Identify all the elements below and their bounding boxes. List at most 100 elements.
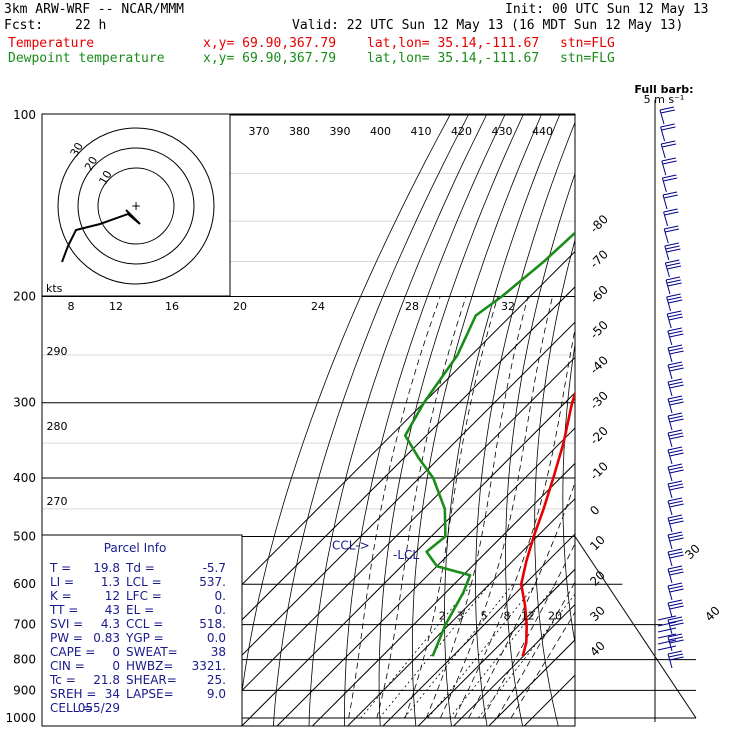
wind-barb-staff — [667, 636, 673, 652]
wind-barb-staff — [667, 432, 673, 448]
model-title: 3km ARW-WRF -- NCAR/MMM — [4, 2, 185, 17]
parcel-info-field: -5.7 — [203, 561, 226, 575]
theta-label: 410 — [411, 125, 432, 138]
hodograph-ring-label: 10 — [96, 168, 114, 187]
wind-barb-feather — [669, 486, 684, 491]
dry-adiabat — [475, 121, 575, 726]
parcel-info-field: PW = — [50, 631, 83, 645]
wind-barb-feather — [667, 514, 683, 519]
wind-barb-feather — [664, 228, 680, 233]
wind-barb-feather — [668, 398, 683, 403]
wind-barb-feather — [664, 242, 679, 247]
mixing-ratio-label: 2 — [439, 610, 446, 623]
parcel-info-field: CIN = — [50, 659, 85, 673]
wind-barb-feather — [668, 347, 683, 352]
wind-barb-feather — [666, 293, 681, 298]
isotherm-label: -30 — [587, 388, 611, 412]
speed-axis-label: 16 — [165, 300, 179, 313]
parcel-info-field: LCL = — [126, 575, 162, 589]
wind-barb-feather — [669, 571, 684, 576]
parcel-info-field: 0 — [112, 645, 120, 659]
isotherm-line — [311, 462, 575, 726]
theta-e-label: 290 — [47, 345, 68, 358]
wind-barb-feather — [668, 653, 683, 658]
wind-barb-feather — [664, 225, 679, 230]
wind-barb-staff — [666, 313, 672, 329]
pressure-tick-label: 100 — [13, 108, 36, 122]
wind-barb-feather — [657, 621, 677, 627]
wind-barb-feather — [666, 265, 682, 270]
pressure-tick-label: 200 — [13, 290, 36, 304]
dry-adiabat — [562, 341, 575, 646]
wind-barb-feather — [668, 364, 683, 369]
parcel-info-field: SREH = — [50, 687, 96, 701]
isotherm-label: -20 — [587, 424, 611, 448]
wind-barb-feather — [663, 194, 678, 199]
wind-barb-feather — [668, 415, 683, 420]
wind-barb-feather — [668, 602, 683, 607]
dry-adiabat — [344, 114, 506, 726]
ccl-annotation: CCL-> — [332, 539, 370, 553]
wind-barb-feather — [661, 126, 676, 131]
parcel-info-field: 3321. — [192, 659, 226, 673]
wind-barb-feather — [661, 157, 676, 162]
speed-axis-label: 20 — [233, 300, 247, 313]
barb-legend-line2: 5 m s⁻¹ — [644, 93, 685, 106]
pressure-tick-label: 600 — [13, 577, 36, 591]
hodograph-center-mark: + — [131, 199, 141, 213]
wind-barb-feather — [668, 466, 683, 471]
parcel-info-field: 0.0 — [207, 631, 226, 645]
wind-barb-feather — [669, 384, 684, 389]
isotherm-line — [452, 603, 575, 726]
wind-barb-feather — [667, 463, 683, 468]
wind-barb-feather — [661, 140, 676, 145]
wind-barb-staff — [663, 211, 669, 227]
wind-barb-feather — [667, 446, 683, 451]
mixing-ratio-line — [477, 593, 575, 719]
parcel-info-field: 9.0 — [207, 687, 226, 701]
theta-label: 430 — [492, 125, 513, 138]
wind-barb-staff — [663, 228, 669, 244]
temperature-station: stn=FLG — [560, 36, 615, 51]
wind-barb-feather — [668, 619, 683, 624]
theta-label: 390 — [330, 125, 351, 138]
parcel-info-field: TT = — [49, 603, 78, 617]
wind-barb-feather — [660, 109, 675, 114]
wind-barb-feather — [669, 469, 684, 474]
wind-barb-staff — [665, 279, 671, 295]
mixing-ratio-label: 20 — [548, 610, 562, 623]
parcel-info-field: T = — [49, 561, 71, 575]
wind-barb-feather — [667, 480, 683, 485]
dry-adiabat — [590, 115, 651, 731]
dry-adiabat — [308, 114, 487, 726]
moist-adiabat — [468, 480, 575, 719]
moist-adiabat — [404, 296, 499, 719]
isotherm-label: -60 — [587, 283, 611, 307]
wind-barb-feather — [665, 259, 680, 264]
wind-barb-feather — [668, 585, 683, 590]
wind-barb-staff — [667, 330, 673, 346]
isotherm-line — [417, 568, 575, 726]
temperature-legend: Temperature — [8, 36, 95, 51]
isotherm-label: -80 — [587, 212, 611, 236]
moist-adiabat — [510, 611, 575, 719]
speed-axis-label: 8 — [68, 300, 75, 313]
barb-legend-line1: Full barb: — [634, 83, 693, 96]
isotherm-label: 30 — [587, 603, 608, 624]
wind-barb-staff — [667, 568, 673, 584]
pressure-tick-label: 500 — [13, 529, 36, 543]
isotherm-line — [170, 321, 575, 726]
wind-barb-feather — [667, 310, 682, 315]
mixing-ratio-line — [427, 583, 536, 719]
wind-barb-feather — [667, 327, 682, 332]
pressure-tick-label: 1000 — [5, 711, 36, 725]
pressure-tick-label: 300 — [13, 396, 36, 410]
moist-adiabat — [376, 296, 467, 719]
dry-adiabat — [378, 114, 524, 726]
wind-barb-feather — [667, 582, 683, 587]
wind-barb-feather — [668, 534, 683, 539]
pressure-tick-label: 800 — [13, 653, 36, 667]
hodograph-ring — [97, 167, 175, 245]
wind-barb-feather — [667, 296, 682, 301]
